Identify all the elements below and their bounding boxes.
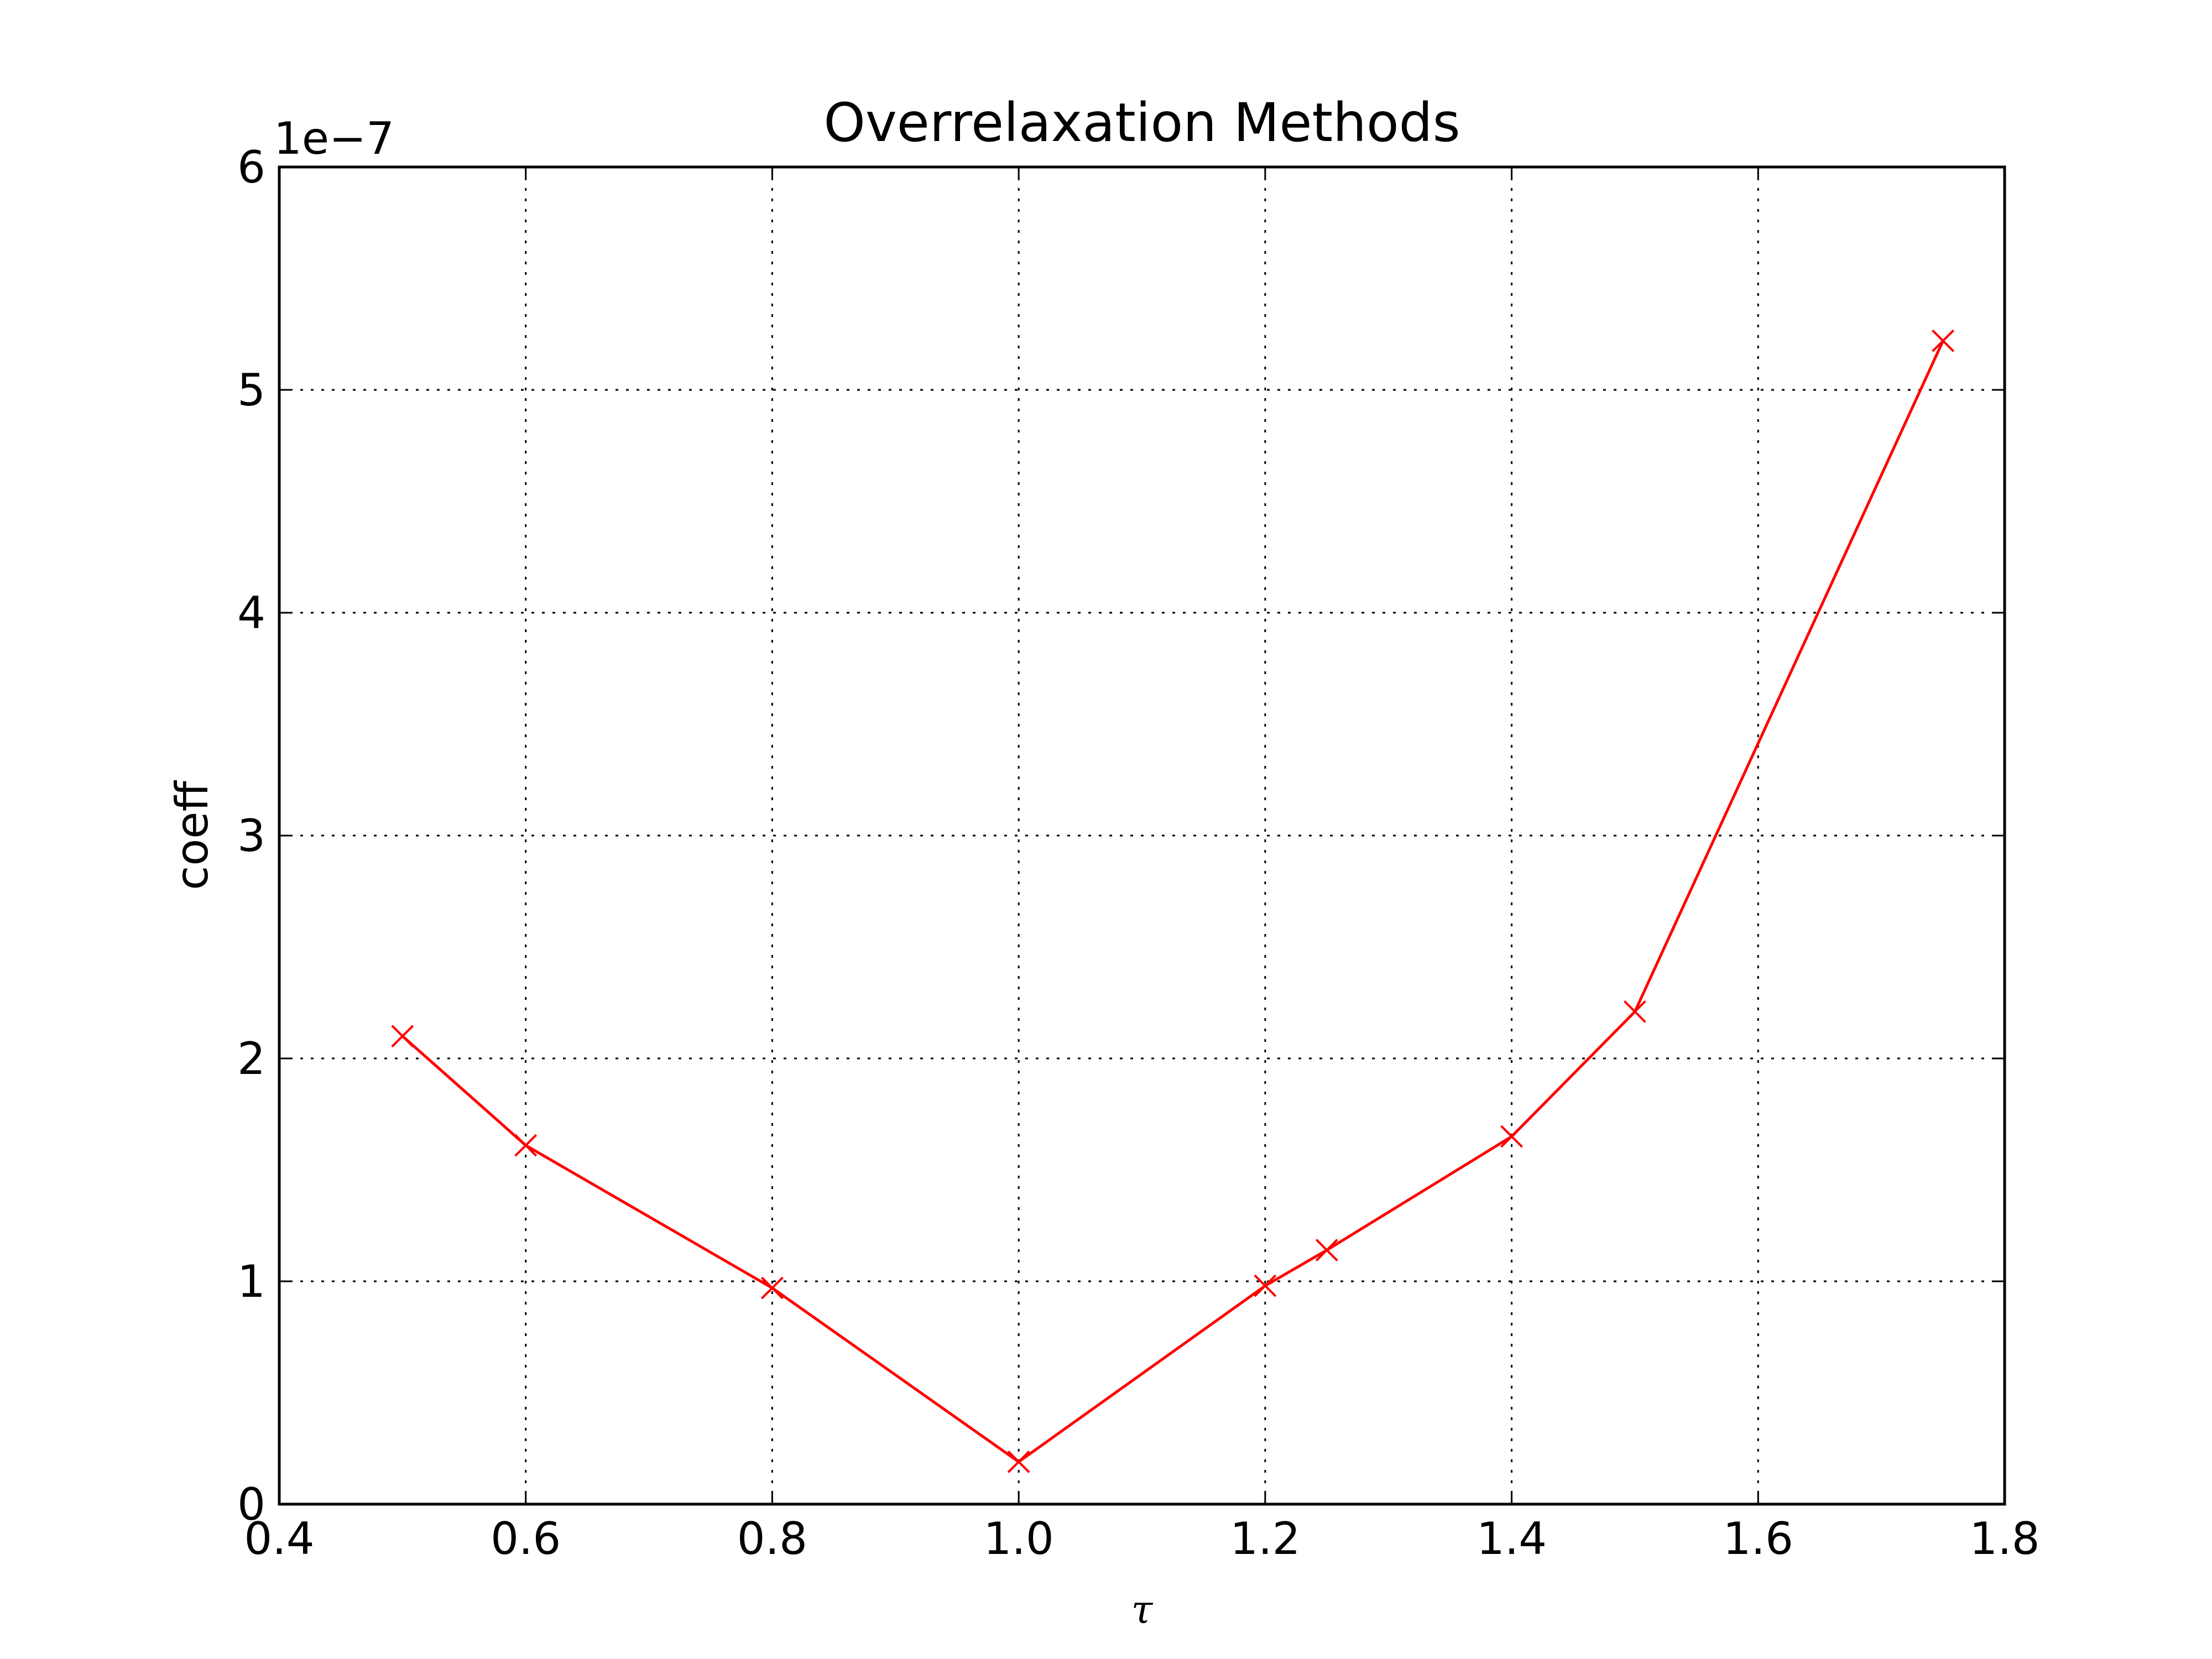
y-tick-label: 6	[237, 142, 265, 193]
data-point-marker	[1254, 1274, 1277, 1297]
x-tick-label: 1.0	[984, 1513, 1054, 1564]
chart-title: Overrelaxation Methods	[823, 92, 1460, 154]
grid	[279, 167, 2005, 1504]
x-tick-label: 0.6	[491, 1513, 561, 1564]
data-point-marker	[761, 1276, 784, 1300]
data-point-marker	[1932, 329, 1954, 352]
x-tick-label: 0.8	[737, 1513, 807, 1564]
y-tick-label: 5	[237, 364, 265, 416]
x-tick-label: 1.2	[1230, 1513, 1300, 1564]
y-tick-label: 2	[237, 1033, 265, 1084]
data-point-marker	[391, 1025, 414, 1048]
x-tick-label: 0.4	[244, 1513, 314, 1564]
x-axis-label: τ	[1131, 1587, 1154, 1632]
data-point-marker	[1007, 1451, 1030, 1473]
data-point-marker	[514, 1134, 538, 1157]
x-tick-label: 1.6	[1723, 1513, 1793, 1564]
y-tick-label: 3	[237, 810, 265, 862]
data-point-marker	[1624, 1000, 1646, 1023]
x-tick-label: 1.8	[1969, 1513, 2039, 1564]
y-offset-label: 1e−7	[274, 113, 394, 164]
y-axis-label: coeff	[166, 780, 218, 890]
y-tick-label: 0	[237, 1479, 265, 1530]
axis-ticks: 0.4 0.6 0.8 1.0 1.2 1.4 1.6 1.8 0 1 2 3 4 5 6	[237, 142, 2040, 1564]
y-tick-label: 4	[237, 587, 265, 639]
data-point-marker	[1315, 1239, 1338, 1261]
series-layer	[391, 329, 1954, 1473]
x-tick-label: 1.4	[1477, 1513, 1547, 1564]
y-tick-label: 1	[237, 1256, 265, 1307]
data-point-marker	[1500, 1125, 1523, 1148]
